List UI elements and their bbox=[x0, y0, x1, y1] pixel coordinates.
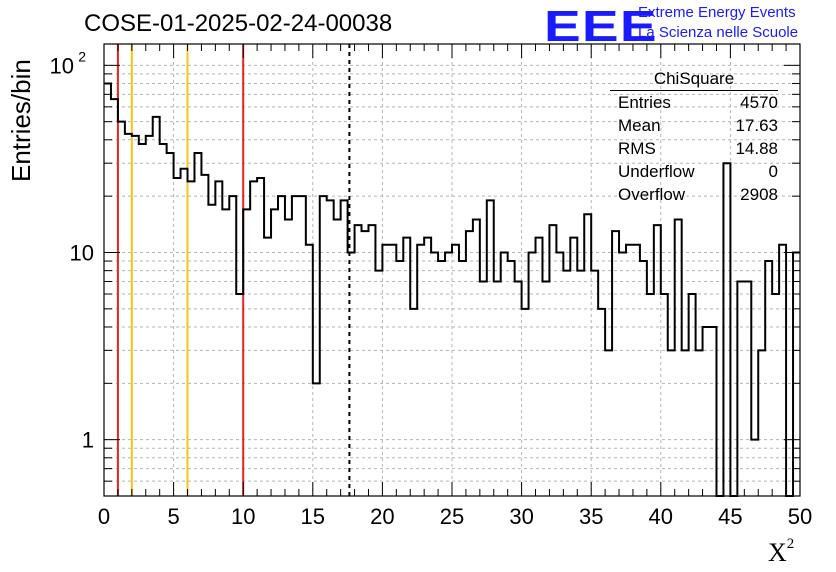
stats-value: 17.63 bbox=[735, 116, 778, 135]
histogram-line bbox=[104, 82, 800, 497]
x-tick-label: 10 bbox=[231, 504, 255, 529]
x-tick-label: 15 bbox=[301, 504, 325, 529]
stats-label: Mean bbox=[618, 116, 661, 135]
stats-row: Underflow 0 bbox=[610, 160, 778, 183]
eee-logo: EEE bbox=[544, 2, 658, 51]
logo-line-2: La Scienza nelle Scuole bbox=[638, 24, 799, 41]
stats-value: 2908 bbox=[740, 185, 778, 204]
stats-row: RMS 14.88 bbox=[610, 137, 778, 160]
stats-label: Underflow bbox=[618, 162, 695, 181]
stats-value: 14.88 bbox=[735, 139, 778, 158]
x-tick-label: 20 bbox=[370, 504, 394, 529]
y-tick-label: 10 bbox=[50, 53, 74, 78]
y-axis-label: Entries/bin bbox=[6, 59, 36, 182]
x-tick-label: 5 bbox=[167, 504, 179, 529]
y-tick-label: 10 bbox=[70, 240, 94, 265]
x-tick-label: 50 bbox=[788, 504, 812, 529]
chart-title: COSE-01-2025-02-24-00038 bbox=[84, 10, 393, 37]
stats-label: Overflow bbox=[618, 185, 686, 204]
y-tick-exponent: 2 bbox=[78, 48, 86, 64]
y-tick-label: 1 bbox=[82, 428, 94, 453]
stats-value: 4570 bbox=[740, 93, 778, 112]
x-axis-label: X2 bbox=[768, 536, 795, 567]
stats-row: Overflow 2908 bbox=[610, 183, 778, 206]
stats-label: Entries bbox=[618, 93, 671, 112]
x-tick-label: 30 bbox=[509, 504, 533, 529]
stats-box: ChiSquare Entries 4570 Mean 17.63 RMS 14.88 Un… bbox=[610, 68, 778, 206]
x-tick-label: 40 bbox=[649, 504, 673, 529]
x-tick-label: 25 bbox=[440, 504, 464, 529]
x-tick-label: 35 bbox=[579, 504, 603, 529]
stats-title: ChiSquare bbox=[610, 68, 778, 91]
x-tick-label: 45 bbox=[718, 504, 742, 529]
stats-label: RMS bbox=[618, 139, 656, 158]
x-tick-label: 0 bbox=[98, 504, 110, 529]
stats-value: 0 bbox=[768, 162, 778, 181]
stats-row: Mean 17.63 bbox=[610, 114, 778, 137]
stats-row: Entries 4570 bbox=[610, 91, 778, 114]
logo-line-1: Extreme Energy Events bbox=[638, 4, 796, 21]
